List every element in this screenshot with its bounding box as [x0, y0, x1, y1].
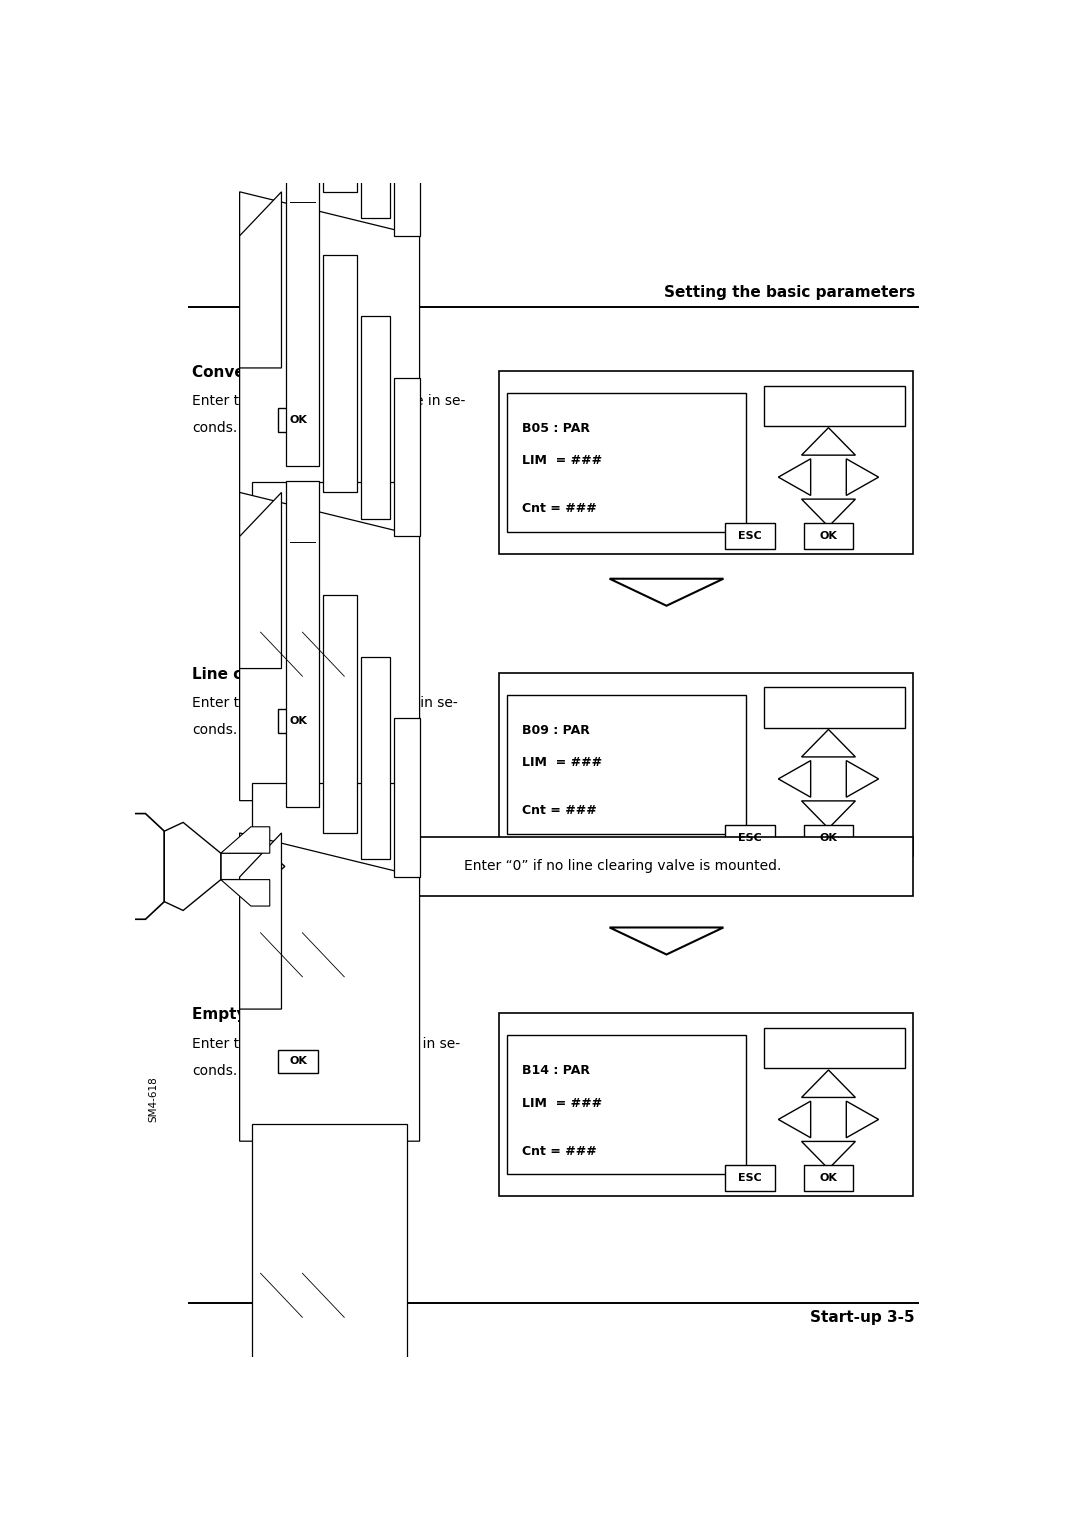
Polygon shape — [609, 578, 724, 605]
Polygon shape — [108, 813, 164, 920]
Polygon shape — [164, 822, 220, 910]
Text: Enter the desired conveying time in se-: Enter the desired conveying time in se- — [192, 395, 465, 409]
Polygon shape — [394, 378, 419, 537]
Text: Conveying time (B05): Conveying time (B05) — [192, 364, 377, 380]
Text: SM4-618: SM4-618 — [148, 1077, 159, 1122]
Polygon shape — [323, 595, 356, 833]
Polygon shape — [801, 801, 855, 828]
Text: Cnt = ###: Cnt = ### — [522, 502, 596, 515]
Polygon shape — [253, 782, 407, 1020]
Polygon shape — [240, 192, 282, 368]
Bar — [804, 1165, 853, 1191]
Polygon shape — [323, 255, 356, 493]
Polygon shape — [220, 880, 270, 906]
Polygon shape — [361, 316, 390, 518]
Bar — [725, 825, 774, 851]
Polygon shape — [779, 1101, 811, 1138]
Polygon shape — [253, 1124, 407, 1362]
Polygon shape — [361, 657, 390, 860]
Text: conds.: conds. — [192, 723, 238, 737]
Text: Enter “0” if no line clearing valve is mounted.: Enter “0” if no line clearing valve is m… — [464, 860, 781, 874]
Text: Setting the basic parameters: Setting the basic parameters — [664, 285, 915, 300]
Text: LIM  = ###: LIM = ### — [522, 454, 602, 467]
Polygon shape — [240, 192, 419, 500]
Polygon shape — [285, 0, 320, 165]
Text: ESC: ESC — [738, 531, 761, 541]
Polygon shape — [801, 729, 855, 756]
Text: Cnt = ###: Cnt = ### — [522, 804, 596, 817]
Text: OK: OK — [289, 715, 307, 726]
Bar — [765, 688, 905, 727]
Polygon shape — [240, 833, 419, 1141]
Polygon shape — [394, 78, 419, 236]
Polygon shape — [779, 459, 811, 496]
Text: conds.: conds. — [192, 421, 238, 435]
Polygon shape — [847, 761, 879, 798]
Bar — [765, 1028, 905, 1068]
Bar — [279, 1049, 319, 1074]
Text: OK: OK — [289, 415, 307, 425]
Bar — [804, 825, 853, 851]
Polygon shape — [323, 0, 356, 192]
Polygon shape — [847, 459, 879, 496]
Bar — [332, 837, 914, 895]
Text: OK: OK — [289, 1057, 307, 1066]
Bar — [499, 673, 914, 856]
Text: OK: OK — [820, 1173, 837, 1183]
Bar — [765, 386, 905, 425]
Polygon shape — [240, 493, 419, 801]
Text: OK: OK — [820, 833, 837, 842]
Polygon shape — [801, 427, 855, 454]
Bar — [804, 523, 853, 549]
Text: Cnt = ###: Cnt = ### — [522, 1145, 596, 1157]
Bar — [499, 371, 914, 554]
Text: B14 : PAR: B14 : PAR — [522, 1064, 590, 1078]
Polygon shape — [394, 718, 419, 877]
Bar — [508, 695, 745, 834]
Bar — [725, 1165, 774, 1191]
Polygon shape — [285, 480, 320, 807]
Text: B09 : PAR: B09 : PAR — [522, 724, 590, 737]
Polygon shape — [220, 852, 285, 880]
Polygon shape — [801, 1141, 855, 1168]
Polygon shape — [220, 827, 270, 852]
Text: B05 : PAR: B05 : PAR — [522, 422, 590, 435]
Text: Enter the desired line clear time in se-: Enter the desired line clear time in se- — [192, 695, 458, 711]
Bar — [279, 709, 319, 732]
Polygon shape — [361, 15, 390, 218]
Text: Line clearing (B09): Line clearing (B09) — [192, 666, 354, 682]
Polygon shape — [253, 482, 407, 720]
Polygon shape — [240, 833, 282, 1010]
Polygon shape — [801, 1071, 855, 1098]
Text: LIM  = ###: LIM = ### — [522, 756, 602, 769]
Bar — [725, 523, 774, 549]
Bar — [279, 409, 319, 432]
Polygon shape — [847, 1101, 879, 1138]
Text: OK: OK — [820, 531, 837, 541]
Polygon shape — [285, 140, 320, 467]
Text: ESC: ESC — [738, 833, 761, 842]
Text: ESC: ESC — [738, 1173, 761, 1183]
Text: Enter the desired emptying time in se-: Enter the desired emptying time in se- — [192, 1037, 460, 1051]
Text: Emptying time (B14): Emptying time (B14) — [192, 1008, 369, 1022]
Bar — [508, 393, 745, 532]
Text: Start-up 3-5: Start-up 3-5 — [810, 1310, 915, 1325]
Text: conds.: conds. — [192, 1064, 238, 1078]
Text: LIM  = ###: LIM = ### — [522, 1096, 602, 1110]
Polygon shape — [609, 927, 724, 955]
Bar — [508, 1035, 745, 1174]
Polygon shape — [240, 493, 282, 668]
Polygon shape — [779, 761, 811, 798]
Bar — [499, 1013, 914, 1197]
Polygon shape — [801, 499, 855, 526]
